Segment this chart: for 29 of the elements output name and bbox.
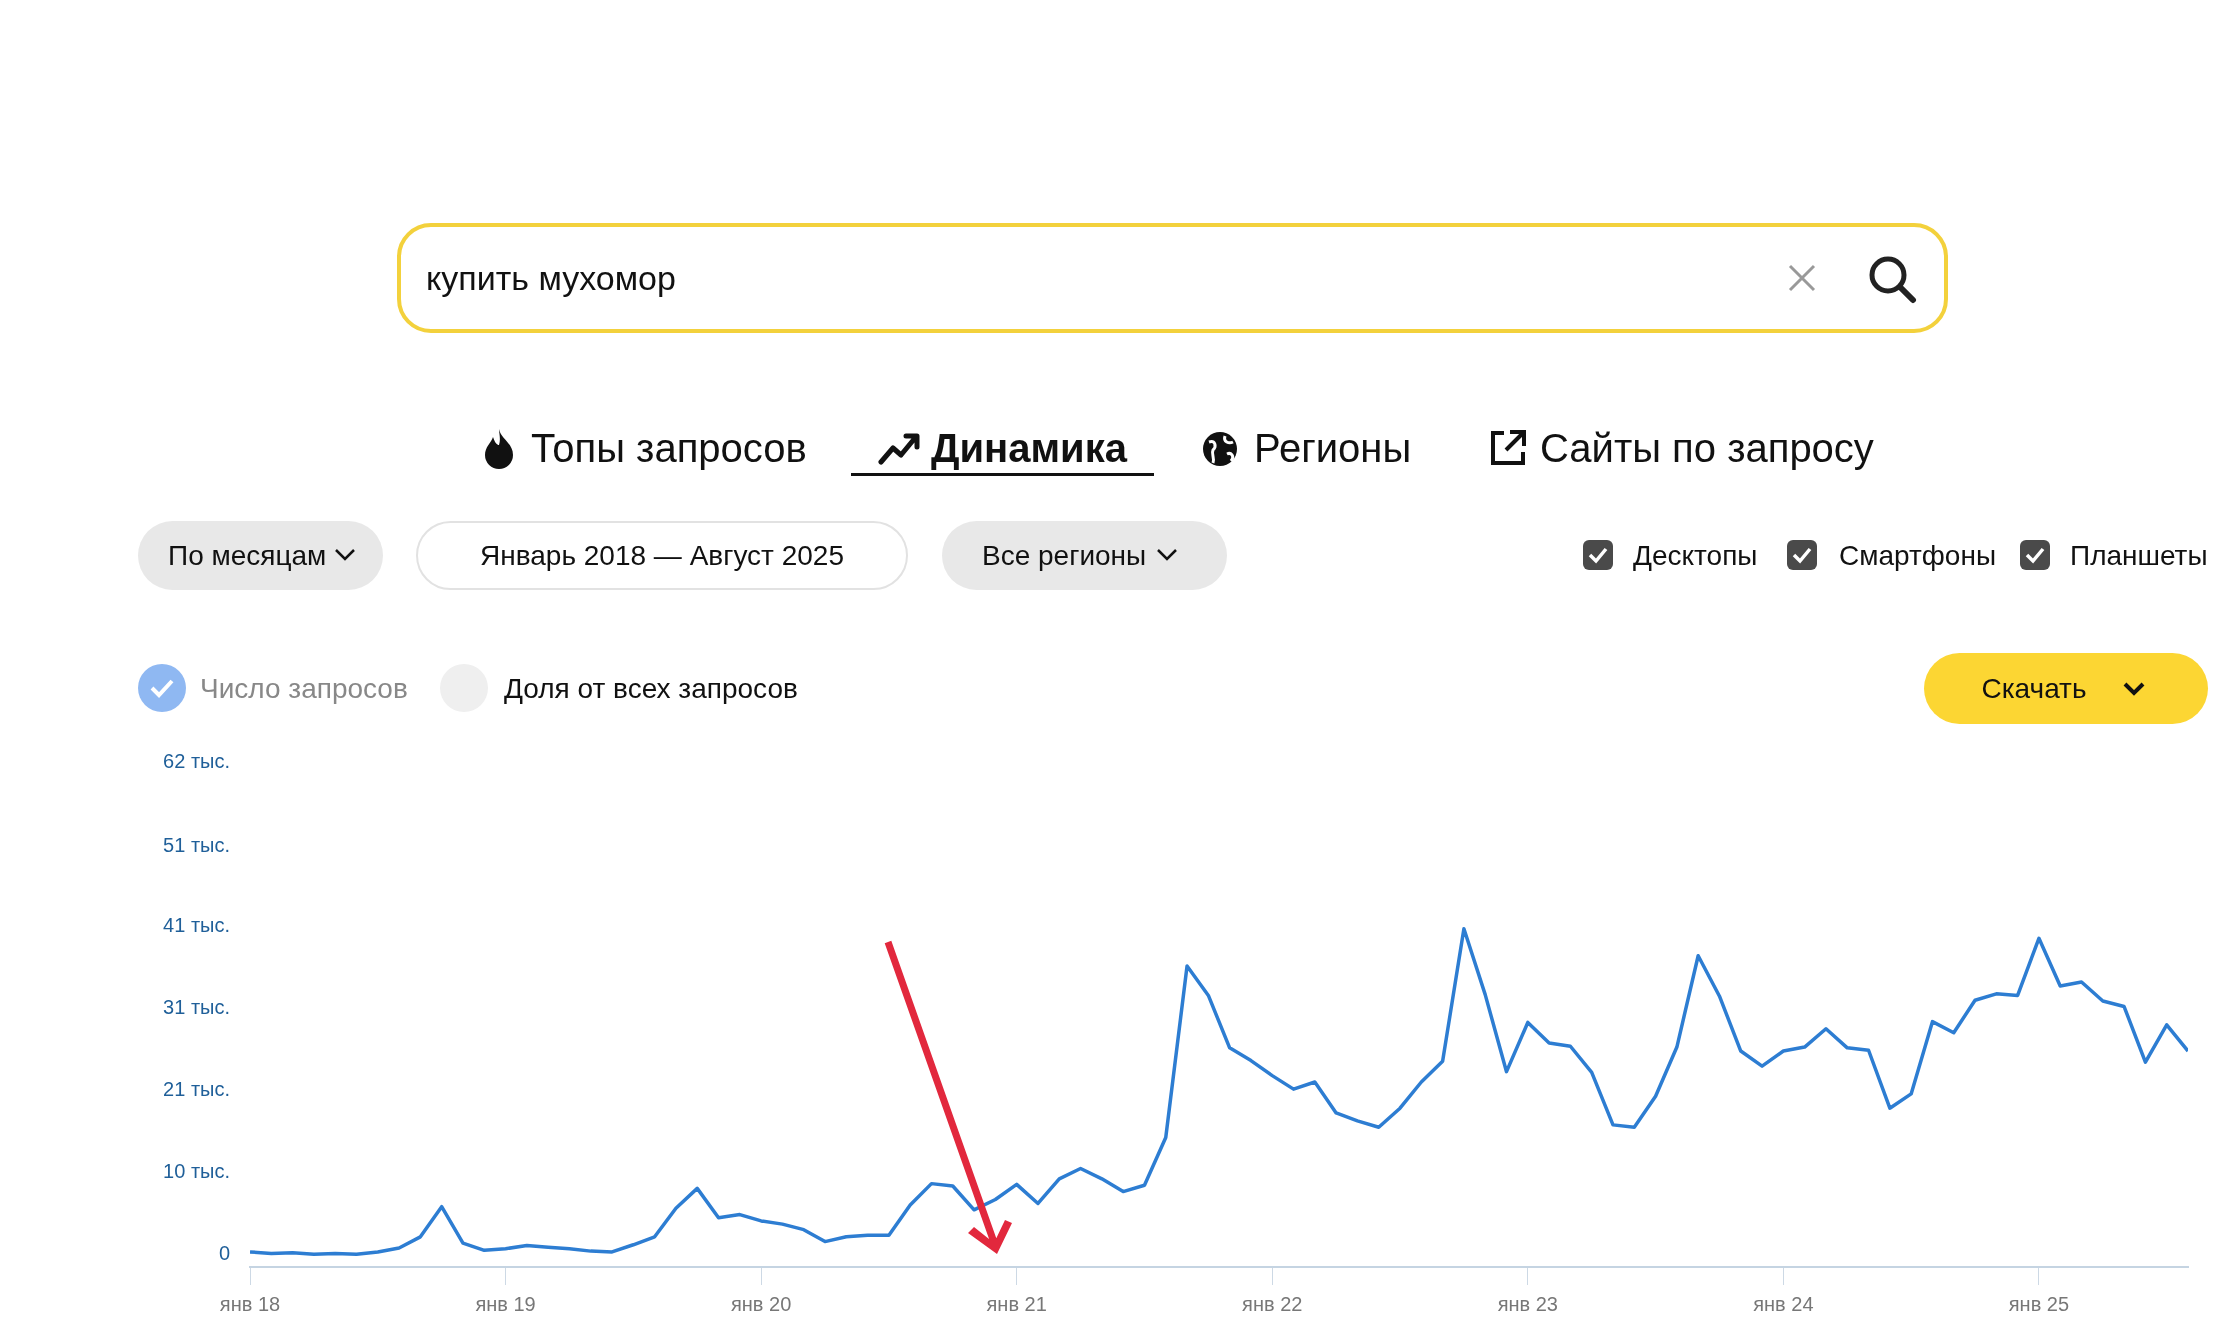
y-tick-label: 0 <box>218 1241 230 1264</box>
y-tick-label: 10 тыс. <box>163 1159 230 1182</box>
text: Число запросов <box>200 673 408 705</box>
text: Топы запросов <box>531 425 807 471</box>
y-tick-label: 51 тыс. <box>163 833 230 856</box>
text: Динамика <box>931 425 1127 471</box>
y-tick-label: 41 тыс. <box>163 913 230 936</box>
text: Январь 2018 — Август 2025 <box>480 540 844 572</box>
y-tick-label: 21 тыс. <box>163 1077 230 1100</box>
x-tick-label: янв 25 <box>2008 1292 2070 1315</box>
x-tick-label: янв 18 <box>219 1292 281 1315</box>
text: Все регионы <box>982 540 1147 572</box>
text: Сайты по запросу <box>1540 425 1874 471</box>
y-tick-label: 62 тыс. <box>163 749 230 772</box>
y-tick-label: 31 тыс. <box>163 995 230 1018</box>
text: Планшеты <box>2070 540 2208 572</box>
chart-title: купить мухомор <box>426 258 676 298</box>
text: Скачать <box>1981 673 2087 705</box>
text: Десктопы <box>1633 540 1758 572</box>
x-tick-label: янв 22 <box>1242 1292 1303 1315</box>
x-tick-label: янв 24 <box>1753 1292 1814 1315</box>
x-tick-label: янв 19 <box>475 1292 536 1315</box>
text: Доля от всех запросов <box>504 673 798 705</box>
text: Смартфоны <box>1839 540 1997 572</box>
text: По месяцам <box>168 540 327 572</box>
x-tick-label: янв 21 <box>986 1292 1047 1315</box>
x-tick-label: янв 23 <box>1497 1292 1558 1315</box>
x-tick-label: янв 20 <box>730 1292 792 1315</box>
text: Регионы <box>1254 425 1412 471</box>
